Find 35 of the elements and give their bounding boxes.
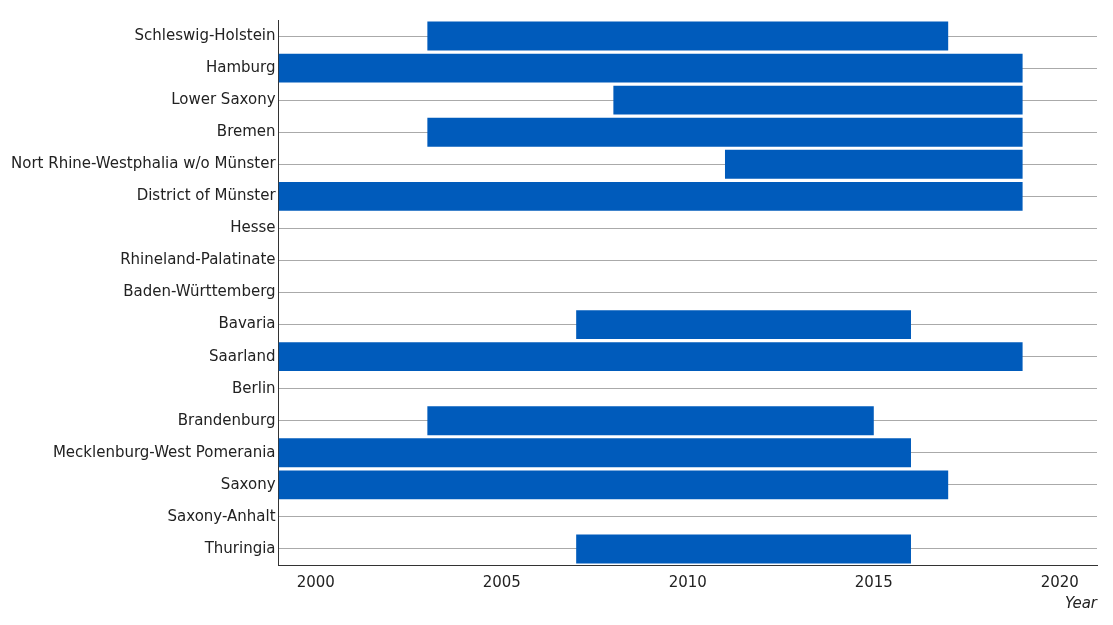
bar bbox=[576, 310, 911, 339]
x-axis-title: Year bbox=[1064, 593, 1098, 612]
bar bbox=[724, 149, 1023, 179]
y-tick-label: Hamburg bbox=[206, 57, 276, 76]
y-tick-label: Brandenburg bbox=[177, 410, 276, 429]
y-tick-label: Lower Saxony bbox=[171, 90, 276, 109]
y-tick-label: Schleswig-Holstein bbox=[134, 25, 276, 44]
bar bbox=[278, 470, 949, 500]
x-tick-label: 2005 bbox=[482, 572, 521, 591]
bar bbox=[278, 53, 1023, 83]
y-tick-label: Mecklenburg-West Pomerania bbox=[52, 442, 276, 461]
y-tick-label: Rhineland-Palatinate bbox=[120, 250, 276, 269]
y-tick-label: Saarland bbox=[209, 346, 276, 365]
bar bbox=[576, 534, 911, 564]
y-tick-label: District of Münster bbox=[136, 186, 277, 205]
y-tick-label: Saxony-Anhalt bbox=[167, 506, 276, 525]
bar bbox=[427, 117, 1023, 147]
x-tick-label: 2010 bbox=[668, 572, 707, 591]
x-tick-label: 2000 bbox=[296, 572, 335, 591]
y-tick-label: Berlin bbox=[232, 378, 276, 397]
bar bbox=[278, 438, 911, 468]
y-tick-label: Saxony bbox=[220, 474, 276, 493]
bar bbox=[427, 21, 949, 51]
bar bbox=[278, 342, 1023, 372]
y-tick-label: Bremen bbox=[216, 122, 276, 141]
bar bbox=[278, 181, 1023, 211]
y-tick-label: Nort Rhine-Westphalia w/o Münster bbox=[11, 154, 277, 173]
bar bbox=[613, 85, 1023, 115]
x-tick-label: 2020 bbox=[1040, 572, 1079, 591]
y-tick-label: Baden-Württemberg bbox=[123, 282, 276, 301]
x-tick-label: 2015 bbox=[854, 572, 893, 591]
y-tick-label: Thuringia bbox=[203, 538, 276, 557]
y-tick-label: Bavaria bbox=[218, 314, 276, 333]
bar bbox=[427, 406, 874, 436]
y-tick-label: Hesse bbox=[230, 218, 276, 237]
